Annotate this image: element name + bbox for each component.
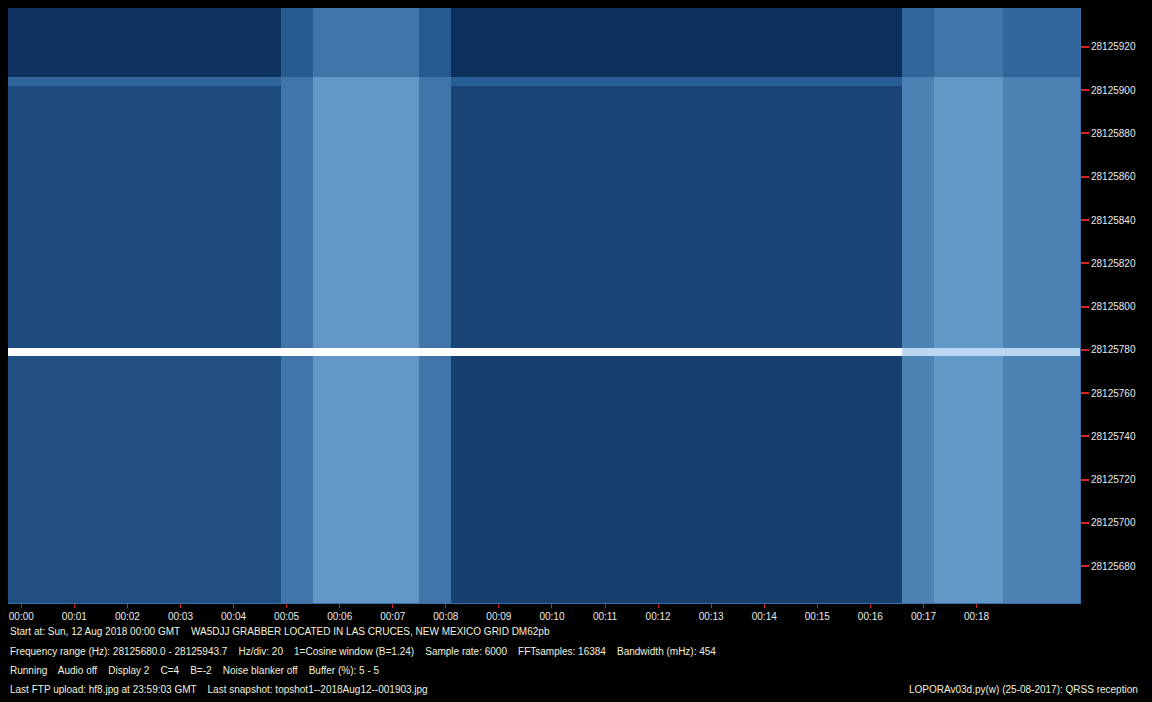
svg-text:28125800: 28125800 [1091,301,1136,312]
svg-text:00:16: 00:16 [858,611,883,622]
svg-text:28125900: 28125900 [1091,85,1136,96]
svg-text:00:11: 00:11 [593,611,618,622]
svg-text:28125820: 28125820 [1091,258,1136,269]
svg-text:28125920: 28125920 [1091,41,1136,52]
svg-text:Frequency range (Hz): 28125680: Frequency range (Hz): 28125680.0 - 28125… [10,646,716,657]
svg-text:28125780: 28125780 [1091,344,1136,355]
svg-text:28125740: 28125740 [1091,431,1136,442]
svg-text:LOPORAv03d.py(w) (25-08-2017):: LOPORAv03d.py(w) (25-08-2017): QRSS rece… [909,684,1138,695]
svg-text:00:14: 00:14 [752,611,777,622]
svg-text:00:12: 00:12 [646,611,671,622]
svg-text:28125860: 28125860 [1091,171,1136,182]
svg-text:00:02: 00:02 [115,611,140,622]
svg-text:00:08: 00:08 [433,611,458,622]
svg-text:00:00: 00:00 [9,611,34,622]
svg-text:00:01: 00:01 [62,611,87,622]
svg-text:00:05: 00:05 [274,611,299,622]
svg-text:Running Audio off Displa: Running Audio off Display 2 C=4 B=-2 Noi… [10,665,380,676]
svg-text:00:13: 00:13 [699,611,724,622]
svg-text:28125840: 28125840 [1091,215,1136,226]
svg-text:00:17: 00:17 [911,611,936,622]
svg-text:00:09: 00:09 [486,611,511,622]
svg-text:00:04: 00:04 [221,611,246,622]
svg-text:00:06: 00:06 [327,611,352,622]
svg-text:00:07: 00:07 [380,611,405,622]
svg-text:28125880: 28125880 [1091,128,1136,139]
svg-text:28125720: 28125720 [1091,474,1136,485]
svg-text:Start at: Sun, 12 Aug 2018 00:: Start at: Sun, 12 Aug 2018 00:00 GMT WA5… [10,626,550,637]
svg-text:00:03: 00:03 [168,611,193,622]
svg-text:Last FTP upload: hf8.jpg at 23: Last FTP upload: hf8.jpg at 23:59:03 GMT… [10,684,428,695]
svg-text:00:10: 00:10 [539,611,564,622]
svg-text:28125680: 28125680 [1091,561,1136,572]
svg-text:00:15: 00:15 [805,611,830,622]
svg-text:28125700: 28125700 [1091,517,1136,528]
svg-text:00:18: 00:18 [964,611,989,622]
svg-text:28125760: 28125760 [1091,388,1136,399]
